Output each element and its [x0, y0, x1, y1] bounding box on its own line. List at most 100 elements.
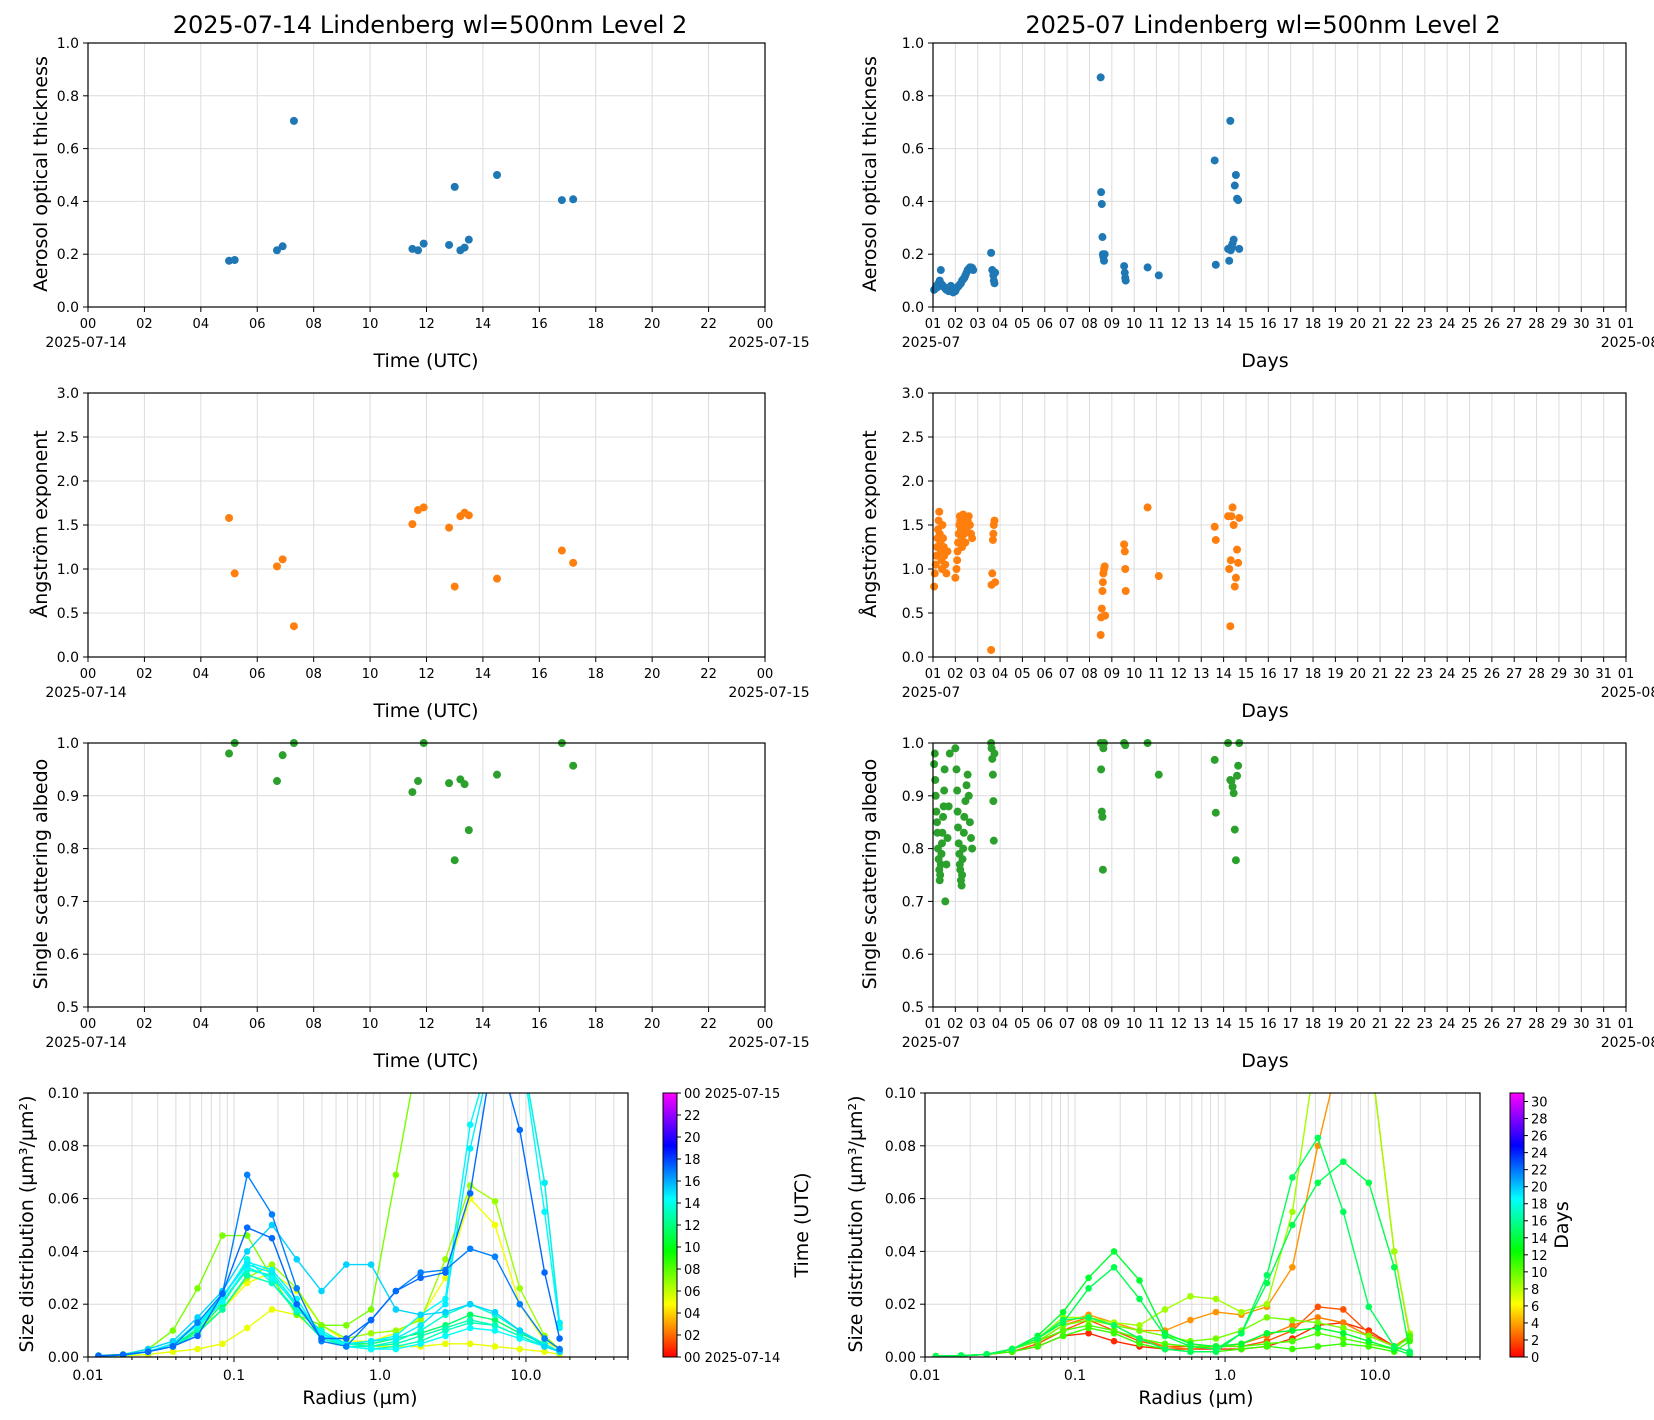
sd-monthly-series-point [1340, 1306, 1347, 1313]
sd-daily-series-point [541, 1179, 548, 1187]
sd-monthly-series-point [1085, 1285, 1092, 1292]
sd-daily-series-point [442, 1308, 449, 1316]
sd-monthly-panel [920, 1037, 1528, 1362]
aot-monthly-xtick-label: 06 [1037, 317, 1054, 332]
sd-daily-series-point [144, 1348, 152, 1356]
ssa-daily-date-start: 2025-07-14 [45, 1035, 126, 1051]
ssa-monthly-xtick-label: 18 [1305, 1017, 1322, 1032]
ang-monthly-point [930, 582, 939, 591]
sd-daily-series-point [491, 1308, 499, 1316]
ang-daily-xtick-label: 16 [531, 667, 548, 682]
ang-monthly-xtick-label: 06 [1037, 667, 1054, 682]
sd-daily-series-point [268, 1261, 276, 1268]
ang-daily-point [408, 520, 417, 529]
aot-daily-point [278, 242, 287, 251]
ssa-monthly-ytick-label: 0.6 [902, 947, 924, 963]
sd-monthly-ytick-label: 0.06 [885, 1192, 916, 1208]
ssa-daily-xtick-label: 22 [700, 1017, 717, 1032]
ssa-monthly-xtick-label: 16 [1260, 1017, 1277, 1032]
ssa-monthly-point [930, 760, 939, 769]
ang-monthly-xtick-label: 23 [1417, 667, 1434, 682]
ang-monthly-point [1121, 565, 1130, 573]
sd-daily-series-point [516, 1300, 524, 1308]
sd-daily-series-point [442, 1037, 449, 1044]
sd-monthly-series-point [1110, 1322, 1118, 1329]
sd-daily-series-point [442, 1340, 449, 1348]
sd-monthly-series-point [1136, 1340, 1143, 1348]
sd-daily-series-point [491, 1253, 499, 1260]
aot-monthly-panel [928, 42, 1627, 312]
ssa-monthly-point [989, 797, 998, 806]
ang-daily-xtick-label: 20 [644, 667, 661, 682]
sd-daily-series-point [417, 1274, 424, 1282]
sd-daily-series-point [466, 1324, 474, 1332]
aot-daily-xtick-label: 10 [362, 317, 379, 332]
sd-monthly-series-point [1034, 1335, 1041, 1342]
aot-monthly-xtick-label: 12 [1171, 317, 1188, 332]
sd-monthly-series-point [1289, 1327, 1296, 1334]
sd-daily-series-point [492, 1037, 499, 1044]
aot-monthly-xtick-label: 16 [1260, 317, 1277, 332]
aot-monthly-xtick-label: 22 [1394, 317, 1411, 332]
aot-monthly-point [1234, 196, 1243, 205]
ssa-monthly-point [936, 871, 945, 879]
aot-monthly-point [1097, 200, 1106, 209]
ssa-monthly-point [965, 818, 974, 827]
sd-monthly-series-point [1212, 1308, 1220, 1316]
ang-daily-xtick-label: 08 [305, 667, 322, 682]
aot-daily-point [445, 240, 454, 249]
sd-daily-series-point [243, 1224, 251, 1231]
aot-monthly-xtick-label: 13 [1193, 317, 1210, 332]
ssa-monthly-point [933, 818, 942, 827]
ssa-monthly-xtick-label: 23 [1417, 1017, 1434, 1032]
sd-daily-series-point [442, 1327, 449, 1334]
ssa-monthly-xtick-label: 28 [1528, 1017, 1545, 1032]
aot-daily-point [460, 243, 469, 252]
ang-monthly-point [1226, 556, 1235, 565]
sd-daily-series-point [268, 1306, 276, 1313]
ang-monthly-point [989, 529, 998, 538]
sd-monthly-series-point [1263, 1279, 1271, 1287]
aot-monthly-xtick-label: 02 [947, 317, 964, 332]
sd-monthly-series-point [1263, 1343, 1271, 1350]
ssa-daily-ytick-label: 1.0 [57, 736, 79, 752]
ang-daily-date-end: 2025-07-15 [728, 685, 809, 701]
ang-monthly-point [942, 569, 951, 578]
ssa-monthly-point [937, 849, 946, 858]
aot-monthly-xtick-label: 04 [992, 317, 1009, 332]
ssa-monthly-xtick-label: 20 [1349, 1017, 1366, 1032]
sd-daily-cbar-tick-label: 10 [684, 1241, 701, 1256]
sd-monthly-series-point [1365, 1332, 1373, 1340]
sd-monthly-series-point [1289, 1221, 1296, 1229]
sd-monthly-series-point [1365, 1179, 1373, 1187]
sd-monthly-ytick-label: 0.04 [885, 1244, 916, 1260]
sd-daily-series-point [541, 1343, 548, 1350]
ssa-daily-ytick-label: 0.6 [57, 947, 79, 963]
sd-monthly-series-point [1314, 1314, 1322, 1321]
aot-monthly-xtick-label: 14 [1215, 317, 1232, 332]
sd-monthly-xlabel: Radius (µm) [1138, 1387, 1253, 1409]
ssa-monthly-xtick-label: 05 [1014, 1017, 1031, 1032]
ang-monthly-point [1230, 582, 1239, 591]
sd-daily-series-point [243, 1248, 251, 1255]
ang-monthly-point [930, 569, 939, 578]
sd-daily-ytick-label: 0.10 [48, 1086, 79, 1102]
sd-daily-series-point [343, 1261, 350, 1268]
ang-daily-xtick-label: 12 [418, 667, 435, 682]
ang-monthly-point [931, 560, 940, 569]
sd-monthly-series-point [1340, 1340, 1347, 1348]
sd-daily-series-point [467, 1037, 474, 1044]
aot-monthly-xtick-label: 09 [1104, 317, 1121, 332]
sd-daily-series-point [417, 1269, 424, 1276]
sd-daily-series-point [367, 1316, 375, 1324]
ang-monthly-xtick-label: 02 [947, 667, 964, 682]
aot-daily-xtick-label: 22 [700, 317, 717, 332]
ssa-monthly-date-end: 2025-08 [1601, 1035, 1654, 1051]
sd-monthly-series-point [1340, 1037, 1347, 1044]
aot-daily-point [230, 256, 239, 265]
ssa-monthly-point [968, 844, 977, 853]
sd-daily-xtick-label: 0.01 [72, 1368, 103, 1384]
sd-daily-series-point [95, 1352, 102, 1357]
ssa-monthly-point [967, 834, 976, 843]
sd-monthly-series-point [1340, 1335, 1347, 1342]
